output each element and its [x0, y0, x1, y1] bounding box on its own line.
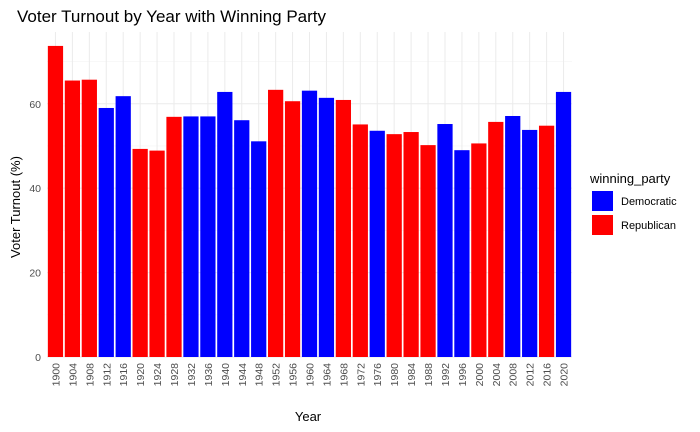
x-tick-label: 2004	[491, 363, 503, 387]
bar-1960	[301, 90, 318, 358]
legend-label-democratic: Democratic	[621, 196, 677, 208]
bar-1932	[183, 116, 199, 357]
x-tick-label: 1960	[305, 363, 317, 387]
bar-2012	[522, 129, 538, 357]
x-tick-label: 1964	[321, 363, 333, 387]
y-axis-title: Voter Turnout (%)	[8, 156, 23, 258]
x-tick-label: 1940	[220, 363, 232, 387]
x-tick-label: 1912	[101, 363, 113, 387]
x-tick-label: 1932	[186, 363, 198, 387]
bar-2000	[471, 143, 487, 357]
x-tick-label: 1928	[169, 363, 181, 387]
x-tick-label: 1968	[338, 363, 350, 387]
legend-title: winning_party	[589, 171, 671, 186]
x-tick-label: 1976	[372, 363, 384, 387]
x-tick-label: 1984	[406, 363, 418, 387]
x-tick-label: 2012	[525, 363, 537, 387]
x-tick-label: 1992	[440, 363, 452, 387]
bar-1940	[217, 91, 233, 358]
bar-2004	[488, 121, 504, 358]
x-axis-ticks: 1900 1904 1908 1912 1916 1920 1924 1928 1932 1936…	[50, 363, 570, 387]
bar-1924	[149, 150, 165, 357]
legend: winning_party Democratic Republican	[589, 171, 677, 235]
bar-1948	[251, 141, 267, 357]
legend-label-republican: Republican	[621, 220, 676, 232]
bar-1904	[64, 80, 81, 357]
x-axis-title: Year	[295, 409, 322, 424]
y-tick-label: 20	[29, 268, 41, 280]
x-tick-label: 1916	[118, 363, 130, 387]
x-tick-label: 1952	[271, 363, 283, 387]
bar-1920	[132, 148, 148, 357]
x-tick-label: 1988	[423, 363, 435, 387]
bar-1916	[115, 96, 131, 357]
x-tick-label: 1956	[288, 363, 300, 387]
y-tick-label: 40	[29, 183, 41, 195]
bar-1984	[403, 132, 419, 357]
x-tick-label: 2000	[474, 363, 486, 387]
bar-1972	[352, 124, 368, 358]
legend-swatch-democratic	[592, 191, 613, 211]
bar-1900	[47, 45, 64, 358]
bar-1944	[234, 120, 250, 357]
bar-1976	[369, 130, 385, 357]
bar-2008	[505, 115, 521, 358]
legend-swatch-republican	[592, 215, 613, 235]
bar-1952	[268, 89, 284, 357]
bar-1968	[335, 99, 351, 358]
x-tick-label: 2016	[542, 363, 554, 387]
bar-2020	[555, 91, 572, 358]
y-tick-label: 60	[29, 99, 41, 111]
y-axis-ticks: 0 20 40 60	[29, 99, 41, 364]
bar-1956	[284, 101, 301, 357]
x-tick-label: 1904	[67, 363, 79, 387]
x-tick-label: 1944	[237, 363, 249, 387]
bar-1912	[98, 107, 114, 357]
bars	[47, 45, 572, 358]
bar-1988	[420, 145, 436, 357]
x-tick-label: 1980	[389, 363, 401, 387]
x-tick-label: 1920	[135, 363, 147, 387]
bar-1908	[81, 79, 97, 358]
y-tick-label: 0	[35, 352, 41, 364]
bar-1996	[454, 150, 470, 357]
x-tick-label: 1972	[355, 363, 367, 387]
x-tick-label: 1900	[50, 363, 62, 387]
x-tick-label: 1924	[152, 363, 164, 387]
bar-1980	[386, 134, 402, 357]
chart-title: Voter Turnout by Year with Winning Party	[17, 7, 327, 26]
x-tick-label: 1908	[84, 363, 96, 387]
bar-1936	[200, 116, 216, 357]
x-tick-label: 1948	[254, 363, 266, 387]
bar-2016	[538, 125, 555, 358]
x-tick-label: 2020	[559, 363, 571, 387]
x-tick-label: 1936	[203, 363, 215, 387]
bar-1964	[318, 97, 335, 358]
x-tick-label: 1996	[457, 363, 469, 387]
x-tick-label: 2008	[508, 363, 520, 387]
bar-1928	[166, 116, 182, 357]
bar-1992	[437, 124, 453, 357]
